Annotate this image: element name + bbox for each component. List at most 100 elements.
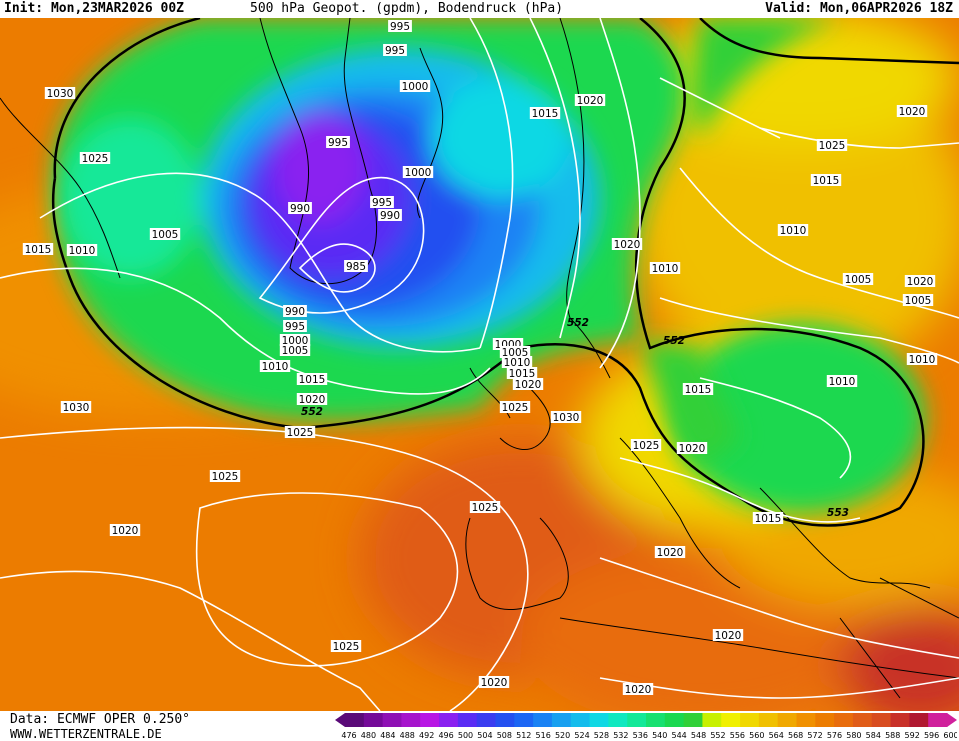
svg-text:1025: 1025 — [819, 140, 846, 152]
svg-text:1025: 1025 — [333, 641, 360, 653]
colorbar-tick-label: 512 — [516, 731, 531, 739]
colorbar-tick-label: 592 — [905, 731, 920, 739]
init-time: Init: Mon,23MAR2026 00Z — [4, 1, 185, 16]
colorbar-swatch — [608, 713, 628, 727]
map-header: Init: Mon,23MAR2026 00Z 500 hPa Geopot. … — [0, 0, 959, 18]
isobar-label: 1015 — [296, 373, 328, 386]
isobar-label: 1015 — [22, 243, 54, 256]
coastlines — [0, 18, 959, 699]
svg-text:985: 985 — [346, 261, 366, 273]
secondary-low — [675, 323, 925, 513]
svg-text:1010: 1010 — [829, 376, 856, 388]
svg-text:1005: 1005 — [152, 229, 179, 241]
colorbar-swatch — [646, 713, 666, 727]
svg-text:995: 995 — [285, 321, 305, 333]
colorbar-swatch — [570, 713, 591, 727]
map-title: 500 hPa Geopot. (gpdm), Bodendruck (hPa) — [250, 1, 564, 16]
svg-text:1010: 1010 — [262, 361, 289, 373]
svg-text:1010: 1010 — [69, 245, 96, 257]
svg-text:552: 552 — [663, 335, 685, 347]
colorbar-swatch — [401, 713, 421, 727]
svg-text:1025: 1025 — [82, 153, 109, 165]
colorbar-tick-label: 516 — [536, 731, 551, 739]
isobar-label: 1020 — [478, 676, 510, 689]
colorbar-tick-label: 596 — [924, 731, 939, 739]
svg-text:1015: 1015 — [299, 374, 326, 386]
isobar-label: 995 — [383, 44, 407, 57]
isobar-label: 1020 — [896, 105, 928, 118]
isobar-label: 990 — [283, 305, 307, 318]
colorbar-swatch — [796, 713, 816, 727]
colorbar-tick-label: 588 — [885, 731, 900, 739]
svg-text:1025: 1025 — [502, 402, 529, 414]
isobar-label: 1015 — [810, 174, 842, 187]
isobar-label: 995 — [388, 20, 412, 33]
svg-text:1020: 1020 — [481, 677, 508, 689]
isobar-label: 1020 — [574, 94, 606, 107]
colorbar-tick-label: 504 — [477, 731, 492, 739]
colorbar-swatch — [758, 713, 779, 727]
colorbar-tick-label: 584 — [866, 731, 881, 739]
map-footer: Data: ECMWF OPER 0.250° WWW.WETTERZENTRA… — [0, 711, 959, 741]
colorbar-swatch — [664, 713, 685, 727]
colorbar-swatch — [871, 713, 892, 727]
colorbar-tick-label: 580 — [846, 731, 861, 739]
svg-text:1010: 1010 — [909, 354, 936, 366]
colorbar-tick-label: 484 — [380, 731, 395, 739]
isobars — [0, 18, 959, 711]
colorbar-tick-label: 524 — [574, 731, 589, 739]
isobar-label: 1025 — [209, 470, 241, 483]
isobar-label: 1030 — [60, 401, 92, 414]
colorbar-tick-label: 492 — [419, 731, 434, 739]
isobar-label: 1010 — [259, 360, 291, 373]
colorbar-swatch — [514, 713, 534, 727]
isobar-label: 1000 — [399, 80, 431, 93]
svg-text:1015: 1015 — [813, 175, 840, 187]
svg-text:1020: 1020 — [907, 276, 934, 288]
svg-text:1020: 1020 — [614, 239, 641, 251]
data-source: Data: ECMWF OPER 0.250° — [10, 712, 191, 727]
svg-text:1015: 1015 — [25, 244, 52, 256]
colorbar-swatch — [439, 713, 459, 727]
colorbar-tick-label: 508 — [497, 731, 512, 739]
isobar-label: 1010 — [826, 375, 858, 388]
isobar-label: 990 — [288, 202, 312, 215]
isobar-label: 1020 — [654, 546, 686, 559]
svg-text:552: 552 — [567, 317, 589, 329]
colorbar-swatch — [533, 713, 553, 727]
isobar-label: 1005 — [149, 228, 181, 241]
colorbar-swatch — [834, 713, 854, 727]
colorbar-tick-label: 572 — [807, 731, 822, 739]
svg-text:1025: 1025 — [633, 440, 660, 452]
isobar-label: 1025 — [630, 439, 662, 452]
colorbar-swatch — [495, 713, 515, 727]
svg-text:1030: 1030 — [553, 412, 580, 424]
colorbar-right-arrow — [947, 713, 957, 727]
svg-text:1020: 1020 — [112, 525, 139, 537]
isobar-label: 1010 — [66, 244, 98, 257]
isobar-label: 1010 — [777, 224, 809, 237]
svg-text:552: 552 — [301, 406, 323, 418]
isobar-label: 1010 — [649, 262, 681, 275]
colorbar-swatch — [627, 713, 647, 727]
isobar-label: 1000 — [402, 166, 434, 179]
svg-text:1005: 1005 — [845, 274, 872, 286]
colorbar-tick-label: 552 — [710, 731, 725, 739]
website-url: WWW.WETTERZENTRALE.DE — [10, 727, 162, 741]
colorbar-swatch — [721, 713, 741, 727]
isobar-label: 1020 — [904, 275, 936, 288]
isobar-label: 1030 — [44, 87, 76, 100]
color-legend: 476 480 484 488 492 496 500 504 508 512 516 520 524 5… — [335, 713, 957, 739]
colorbar-tick-label: 576 — [827, 731, 842, 739]
colorbar-swatch — [382, 713, 402, 727]
colorbar-tick-label: 556 — [730, 731, 745, 739]
svg-text:1015: 1015 — [532, 108, 559, 120]
colorbar-swatch — [928, 713, 948, 727]
svg-text:1000: 1000 — [405, 167, 432, 179]
svg-text:990: 990 — [290, 203, 310, 215]
svg-text:995: 995 — [385, 45, 405, 57]
isobar-label: 552 — [663, 335, 685, 347]
colorbar-tick-label: 532 — [613, 731, 628, 739]
isobar-label: 1020 — [622, 683, 654, 696]
colorbar-swatch — [345, 713, 365, 727]
